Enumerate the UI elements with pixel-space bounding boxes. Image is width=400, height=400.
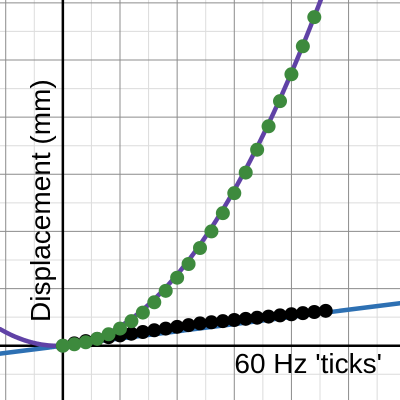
data-point-green: [284, 67, 299, 82]
data-point-black: [284, 307, 299, 322]
data-point-black: [204, 315, 219, 330]
data-point-green: [113, 321, 127, 336]
data-points: [55, 10, 333, 353]
data-point-green: [295, 39, 310, 54]
data-point-black: [261, 309, 276, 324]
data-point-black: [318, 303, 333, 318]
data-point-green: [101, 327, 116, 342]
data-point-black: [193, 316, 207, 331]
data-point-green: [215, 206, 230, 221]
data-point-green: [67, 337, 82, 352]
data-point-green: [193, 241, 207, 255]
data-point-black: [124, 326, 139, 341]
data-point-black: [147, 323, 162, 338]
data-point-green: [181, 257, 196, 271]
data-point-green: [124, 314, 139, 329]
data-point-black: [307, 305, 322, 319]
data-point-black: [215, 314, 230, 329]
data-point-green: [204, 224, 219, 239]
data-point-green: [273, 94, 287, 109]
data-point-black: [250, 310, 265, 325]
data-point-black: [273, 308, 287, 323]
data-point-green: [78, 335, 93, 350]
y-axis-label: Displacement (mm): [25, 79, 56, 322]
data-point-green: [170, 270, 185, 285]
data-point-green: [135, 305, 150, 320]
data-point-green: [227, 186, 242, 201]
data-point-black: [227, 313, 242, 327]
quadratic-fit-curve: [0, 0, 324, 349]
data-point-black: [295, 306, 310, 321]
data-point-green: [90, 331, 105, 346]
data-point-green: [307, 10, 322, 25]
data-point-black: [158, 321, 173, 336]
data-point-green: [238, 165, 253, 180]
fit-curves: [0, 0, 400, 356]
data-point-black: [170, 319, 185, 334]
data-point-black: [135, 325, 150, 339]
data-point-green: [55, 338, 70, 353]
data-point-green: [158, 283, 173, 298]
data-point-green: [147, 295, 162, 310]
data-point-black: [181, 318, 196, 333]
data-point-green: [250, 142, 265, 157]
data-point-green: [261, 119, 276, 134]
data-point-black: [238, 311, 253, 326]
x-axis-label: 60 Hz 'ticks': [234, 348, 382, 379]
